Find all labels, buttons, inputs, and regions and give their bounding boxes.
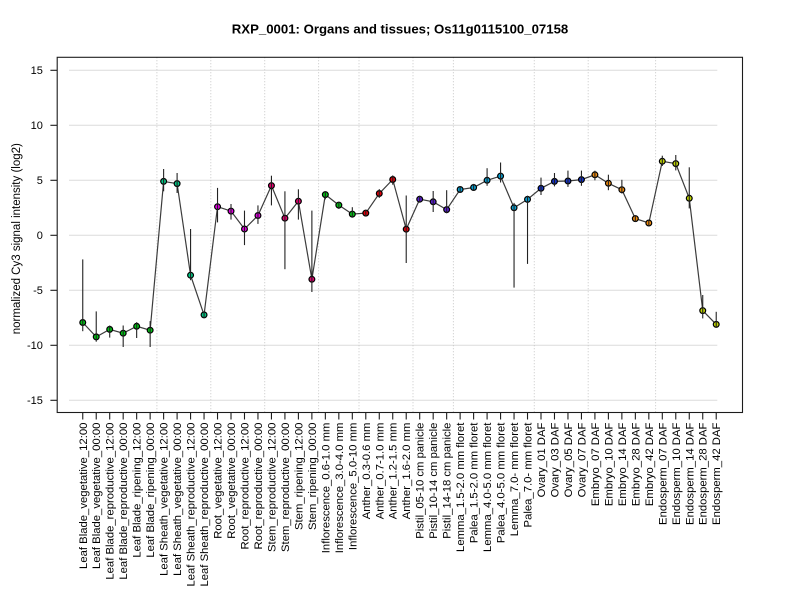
svg-text:-15: -15 — [27, 395, 43, 407]
svg-text:Ovary_05 DAF: Ovary_05 DAF — [563, 423, 575, 498]
svg-text:Lemma_4.0-5.0 mm floret: Lemma_4.0-5.0 mm floret — [482, 422, 494, 552]
svg-text:0: 0 — [37, 230, 43, 242]
svg-text:5: 5 — [37, 175, 43, 187]
svg-text:Ovary_01 DAF: Ovary_01 DAF — [536, 423, 548, 498]
svg-text:Pistil_10-14 cm panicle: Pistil_10-14 cm panicle — [428, 423, 440, 539]
svg-text:Ovary_07 DAF: Ovary_07 DAF — [576, 423, 588, 498]
svg-text:Inflorescence_0.6-1.0 mm: Inflorescence_0.6-1.0 mm — [320, 423, 332, 554]
svg-text:Stem_ripening_12:00: Stem_ripening_12:00 — [293, 423, 305, 530]
svg-text:Leaf Blade_vegetative_00:00: Leaf Blade_vegetative_00:00 — [91, 423, 103, 569]
svg-text:Leaf Sheath_vegetative_12:00: Leaf Sheath_vegetative_12:00 — [159, 423, 171, 576]
svg-text:Inflorescence_3.0-4.0 mm: Inflorescence_3.0-4.0 mm — [334, 423, 346, 554]
svg-text:Root_vegetative_00:00: Root_vegetative_00:00 — [226, 423, 238, 539]
svg-text:Leaf Blade_vegetative_12:00: Leaf Blade_vegetative_12:00 — [78, 423, 90, 569]
svg-text:Root_reproductive_00:00: Root_reproductive_00:00 — [253, 423, 265, 550]
svg-text:Palea_4.0-5.0 mm floret: Palea_4.0-5.0 mm floret — [496, 422, 508, 543]
svg-text:-10: -10 — [27, 340, 43, 352]
svg-text:Anther_1.2-1.5 mm: Anther_1.2-1.5 mm — [388, 423, 400, 520]
svg-text:Embryo_42 DAF: Embryo_42 DAF — [644, 423, 656, 507]
svg-text:Pistil_14-18 cm panicle: Pistil_14-18 cm panicle — [442, 423, 454, 539]
svg-text:Endosperm_10 DAF: Endosperm_10 DAF — [671, 423, 683, 525]
svg-text:Endosperm_07 DAF: Endosperm_07 DAF — [657, 423, 669, 525]
svg-text:Palea_7.0- mm floret: Palea_7.0- mm floret — [523, 422, 535, 528]
svg-text:Leaf Blade_reproductive_00:00: Leaf Blade_reproductive_00:00 — [118, 423, 130, 580]
svg-text:Anther_0.3-0.6 mm: Anther_0.3-0.6 mm — [361, 423, 373, 520]
svg-text:Anther_0.7-1.0 mm: Anther_0.7-1.0 mm — [374, 423, 386, 520]
svg-text:Root_reproductive_12:00: Root_reproductive_12:00 — [239, 423, 251, 550]
svg-text:Root_vegetative_12:00: Root_vegetative_12:00 — [213, 423, 225, 539]
svg-text:Leaf Blade_ripening_12:00: Leaf Blade_ripening_12:00 — [132, 423, 144, 558]
svg-text:10: 10 — [31, 120, 43, 132]
svg-text:RXP_0001: Organs and tissues;: RXP_0001: Organs and tissues; Os11g01151… — [232, 21, 569, 36]
svg-text:Ovary_03 DAF: Ovary_03 DAF — [549, 423, 561, 498]
svg-text:Embryo_28 DAF: Embryo_28 DAF — [630, 423, 642, 507]
svg-text:Embryo_10 DAF: Embryo_10 DAF — [603, 423, 615, 507]
svg-text:Leaf Sheath_vegetative_00:00: Leaf Sheath_vegetative_00:00 — [172, 423, 184, 576]
svg-text:Pistil_05-10 cm panicle: Pistil_05-10 cm panicle — [415, 423, 427, 539]
svg-text:Endosperm_14 DAF: Endosperm_14 DAF — [684, 423, 696, 525]
svg-text:Stem_reproductive_00:00: Stem_reproductive_00:00 — [280, 423, 292, 552]
svg-text:Leaf Sheath_reproductive_12:00: Leaf Sheath_reproductive_12:00 — [186, 423, 198, 587]
svg-text:Leaf Blade_reproductive_12:00: Leaf Blade_reproductive_12:00 — [105, 423, 117, 580]
svg-text:Anther_1.6-2.0 mm: Anther_1.6-2.0 mm — [401, 423, 413, 520]
svg-text:Embryo_14 DAF: Embryo_14 DAF — [617, 423, 629, 507]
svg-text:Lemma_7.0- mm floret: Lemma_7.0- mm floret — [509, 422, 521, 536]
svg-text:Embryo_07 DAF: Embryo_07 DAF — [590, 423, 602, 507]
svg-text:Inflorescence_5.0-10 mm: Inflorescence_5.0-10 mm — [347, 423, 359, 550]
svg-text:Stem_ripening_00:00: Stem_ripening_00:00 — [307, 423, 319, 530]
svg-text:Leaf Sheath_reproductive_00:00: Leaf Sheath_reproductive_00:00 — [199, 423, 211, 587]
svg-text:normalized Cy3 signal intensit: normalized Cy3 signal intensity (log2) — [11, 143, 23, 334]
svg-text:Endosperm_28 DAF: Endosperm_28 DAF — [698, 423, 710, 525]
svg-text:15: 15 — [31, 65, 43, 77]
svg-text:Endosperm_42 DAF: Endosperm_42 DAF — [711, 423, 723, 525]
svg-text:Stem_reproductive_12:00: Stem_reproductive_12:00 — [266, 423, 278, 552]
svg-text:Palea_1.5-2.0 mm floret: Palea_1.5-2.0 mm floret — [469, 422, 481, 543]
svg-text:Leaf Blade_ripening_00:00: Leaf Blade_ripening_00:00 — [145, 423, 157, 558]
svg-text:Lemma_1.5-2.0 mm floret: Lemma_1.5-2.0 mm floret — [455, 422, 467, 552]
svg-text:-5: -5 — [33, 285, 43, 297]
